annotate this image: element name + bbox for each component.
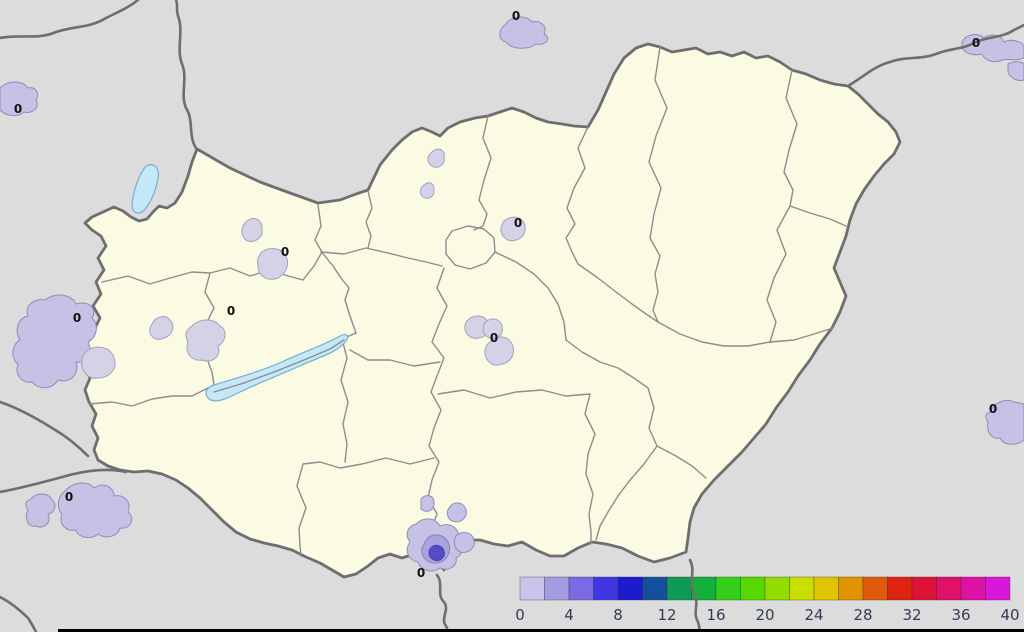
legend-tick-label: 36 [951,606,970,624]
bottom-baseline [58,629,1024,632]
border-bottom-left [0,595,38,632]
legend-swatch [936,576,962,601]
precipitation-patch [453,532,475,553]
legend-swatch [666,576,692,601]
border-austria-slovakia [174,0,198,150]
lake-crossing-border [213,339,345,393]
legend-tick-label: 0 [515,606,525,624]
precipitation-patch-core [428,544,445,561]
legend-swatch [617,576,643,601]
precipitation-patch [1007,61,1024,81]
precipitation-patch [12,294,97,389]
lake-ferto [131,164,159,214]
map-value-label: 0 [281,245,289,259]
map-value-label: 0 [65,490,73,504]
legend-swatch [715,576,741,601]
legend-swatch [519,576,545,601]
border-serbia-romania [688,558,702,632]
precipitation-patch [482,318,503,339]
precipitation-patch [446,502,467,523]
precipitation-patch [241,218,263,242]
precipitation-patch [985,399,1024,445]
legend-swatch [544,576,570,601]
legend-swatch [813,576,839,601]
map-value-label: 0 [514,216,522,230]
legend-tick-label: 16 [706,606,725,624]
legend-swatch [642,576,668,601]
legend-tick-label: 20 [755,606,774,624]
precipitation-patch [420,495,435,512]
precipitation-patch [257,248,289,280]
legend-tick-label: 12 [657,606,676,624]
map-value-label: 0 [14,102,22,116]
border-slovenia-croatia [0,468,128,494]
precipitation-patch [500,216,526,242]
precipitation-patch [419,182,435,199]
precipitation-patch [149,316,174,340]
legend-swatch [764,576,790,601]
map-value-label: 0 [417,566,425,580]
precipitation-patch [25,493,56,528]
legend-swatch [789,576,815,601]
map-value-label: 0 [972,36,980,50]
map-value-label: 0 [73,311,81,325]
border-slovakia-ukraine [846,23,1024,88]
legend-tick-label: 24 [804,606,823,624]
legend-tick-labels: 0 4 8 12 16 20 24 28 32 36 40 [515,606,1019,624]
precipitation-patch [427,148,445,168]
map-value-label: 0 [512,9,520,23]
map-value-labels: 0 0 0 0 0 0 0 0 0 0 0 [14,9,997,580]
precipitation-patch [0,81,39,117]
legend-swatch [838,576,864,601]
legend-tick-label: 40 [1000,606,1019,624]
legend-swatch [593,576,619,601]
map-value-label: 0 [227,304,235,318]
precipitation-patch [499,16,549,49]
legend-swatch [862,576,888,601]
legend-tick-label: 28 [853,606,872,624]
lakes [131,164,349,402]
precipitation-patch [185,319,226,362]
legend-swatch [740,576,766,601]
legend-swatch [568,576,594,601]
legend-swatch [887,576,913,601]
map-value-label: 0 [989,402,997,416]
legend-colorbar [519,576,1011,601]
border-top-left [0,0,140,40]
precipitation-patch [81,346,116,379]
legend-tick-label: 32 [902,606,921,624]
legend-swatch [985,576,1011,601]
legend-tick-label: 8 [613,606,623,624]
precipitation-patch [484,336,515,366]
map-value-label: 0 [490,331,498,345]
legend-swatch [911,576,937,601]
precipitation-patches [0,16,1024,572]
precipitation-patch [57,482,133,538]
border-austria-slovenia [0,400,90,458]
legend-tick-label: 4 [564,606,574,624]
legend-swatch [960,576,986,601]
